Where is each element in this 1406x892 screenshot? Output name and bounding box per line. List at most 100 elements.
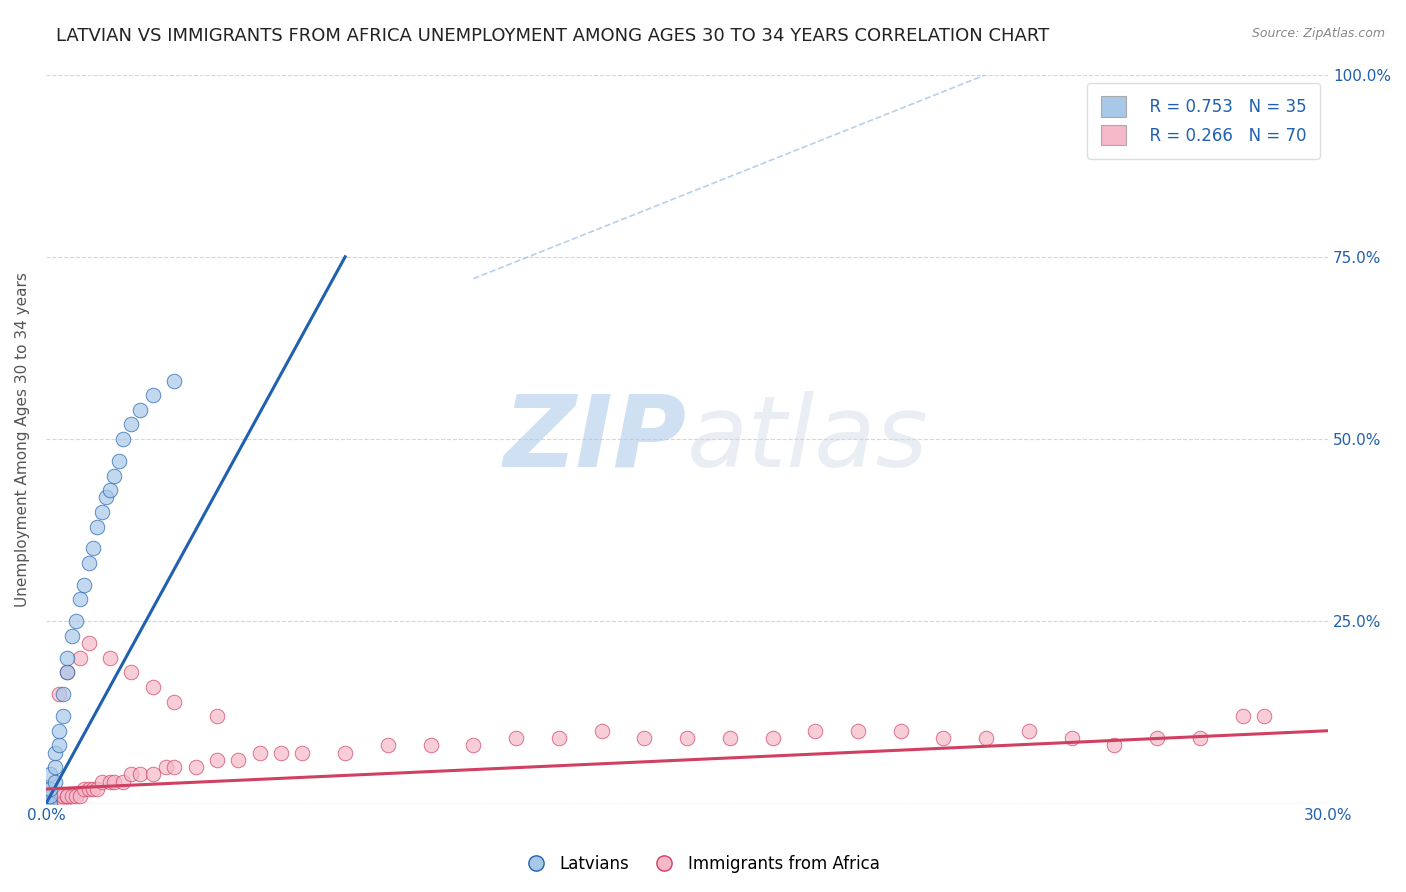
Point bbox=[35, 797, 58, 811]
Point bbox=[184, 760, 207, 774]
Point bbox=[39, 789, 62, 804]
Point bbox=[142, 388, 165, 402]
Point bbox=[60, 789, 83, 804]
Point bbox=[52, 789, 75, 804]
Point bbox=[1060, 731, 1083, 745]
Text: atlas: atlas bbox=[688, 391, 929, 488]
Point bbox=[270, 746, 292, 760]
Point bbox=[142, 680, 165, 694]
Point bbox=[291, 746, 314, 760]
Point bbox=[98, 650, 121, 665]
Point bbox=[163, 374, 186, 388]
Point bbox=[129, 767, 152, 781]
Point bbox=[1146, 731, 1168, 745]
Point bbox=[90, 505, 112, 519]
Point bbox=[419, 739, 441, 753]
Point bbox=[56, 789, 79, 804]
Point bbox=[163, 694, 186, 708]
Point bbox=[142, 767, 165, 781]
Point bbox=[65, 789, 87, 804]
Point bbox=[103, 468, 125, 483]
Point bbox=[44, 797, 66, 811]
Point bbox=[35, 797, 58, 811]
Point bbox=[120, 665, 142, 680]
Point bbox=[846, 723, 869, 738]
Text: LATVIAN VS IMMIGRANTS FROM AFRICA UNEMPLOYMENT AMONG AGES 30 TO 34 YEARS CORRELA: LATVIAN VS IMMIGRANTS FROM AFRICA UNEMPL… bbox=[56, 27, 1049, 45]
Point bbox=[35, 782, 58, 797]
Point bbox=[249, 746, 271, 760]
Point bbox=[547, 731, 569, 745]
Point bbox=[761, 731, 783, 745]
Point bbox=[44, 797, 66, 811]
Point bbox=[39, 797, 62, 811]
Point bbox=[111, 432, 134, 446]
Point bbox=[52, 797, 75, 811]
Point bbox=[39, 797, 62, 811]
Point bbox=[129, 403, 152, 417]
Point bbox=[163, 760, 186, 774]
Point bbox=[890, 723, 912, 738]
Point bbox=[205, 753, 228, 767]
Text: Source: ZipAtlas.com: Source: ZipAtlas.com bbox=[1251, 27, 1385, 40]
Point bbox=[56, 789, 79, 804]
Point bbox=[82, 782, 104, 797]
Point bbox=[39, 767, 62, 781]
Point bbox=[1253, 709, 1275, 723]
Point bbox=[1232, 709, 1254, 723]
Point bbox=[107, 454, 129, 468]
Point bbox=[48, 797, 70, 811]
Point bbox=[1188, 731, 1211, 745]
Point bbox=[60, 629, 83, 643]
Point bbox=[205, 709, 228, 723]
Point bbox=[73, 782, 96, 797]
Point bbox=[56, 650, 79, 665]
Point bbox=[39, 797, 62, 811]
Point bbox=[69, 789, 91, 804]
Point bbox=[155, 760, 177, 774]
Y-axis label: Unemployment Among Ages 30 to 34 years: Unemployment Among Ages 30 to 34 years bbox=[15, 272, 30, 607]
Point bbox=[69, 650, 91, 665]
Point bbox=[676, 731, 699, 745]
Point bbox=[35, 797, 58, 811]
Point bbox=[48, 797, 70, 811]
Point bbox=[77, 556, 100, 570]
Point bbox=[111, 774, 134, 789]
Point bbox=[1104, 739, 1126, 753]
Point bbox=[39, 797, 62, 811]
Point bbox=[77, 782, 100, 797]
Point bbox=[35, 797, 58, 811]
Point bbox=[35, 797, 58, 811]
Point bbox=[48, 723, 70, 738]
Point bbox=[974, 731, 997, 745]
Point bbox=[377, 739, 399, 753]
Point bbox=[52, 709, 75, 723]
Point bbox=[1018, 723, 1040, 738]
Point bbox=[90, 774, 112, 789]
Point bbox=[86, 782, 108, 797]
Point bbox=[633, 731, 655, 745]
Point bbox=[103, 774, 125, 789]
Point bbox=[44, 774, 66, 789]
Point bbox=[35, 797, 58, 811]
Point bbox=[73, 578, 96, 592]
Point bbox=[69, 592, 91, 607]
Point bbox=[98, 774, 121, 789]
Point bbox=[932, 731, 955, 745]
Point bbox=[463, 739, 485, 753]
Point bbox=[505, 731, 527, 745]
Point bbox=[56, 665, 79, 680]
Point bbox=[120, 417, 142, 432]
Point bbox=[48, 687, 70, 701]
Text: ZIP: ZIP bbox=[505, 391, 688, 488]
Point bbox=[35, 797, 58, 811]
Point bbox=[98, 483, 121, 497]
Point bbox=[35, 797, 58, 811]
Point bbox=[804, 723, 827, 738]
Point bbox=[82, 541, 104, 556]
Legend: Latvians, Immigrants from Africa: Latvians, Immigrants from Africa bbox=[520, 848, 886, 880]
Point bbox=[120, 767, 142, 781]
Point bbox=[333, 746, 356, 760]
Point bbox=[65, 615, 87, 629]
Point bbox=[718, 731, 741, 745]
Point bbox=[52, 687, 75, 701]
